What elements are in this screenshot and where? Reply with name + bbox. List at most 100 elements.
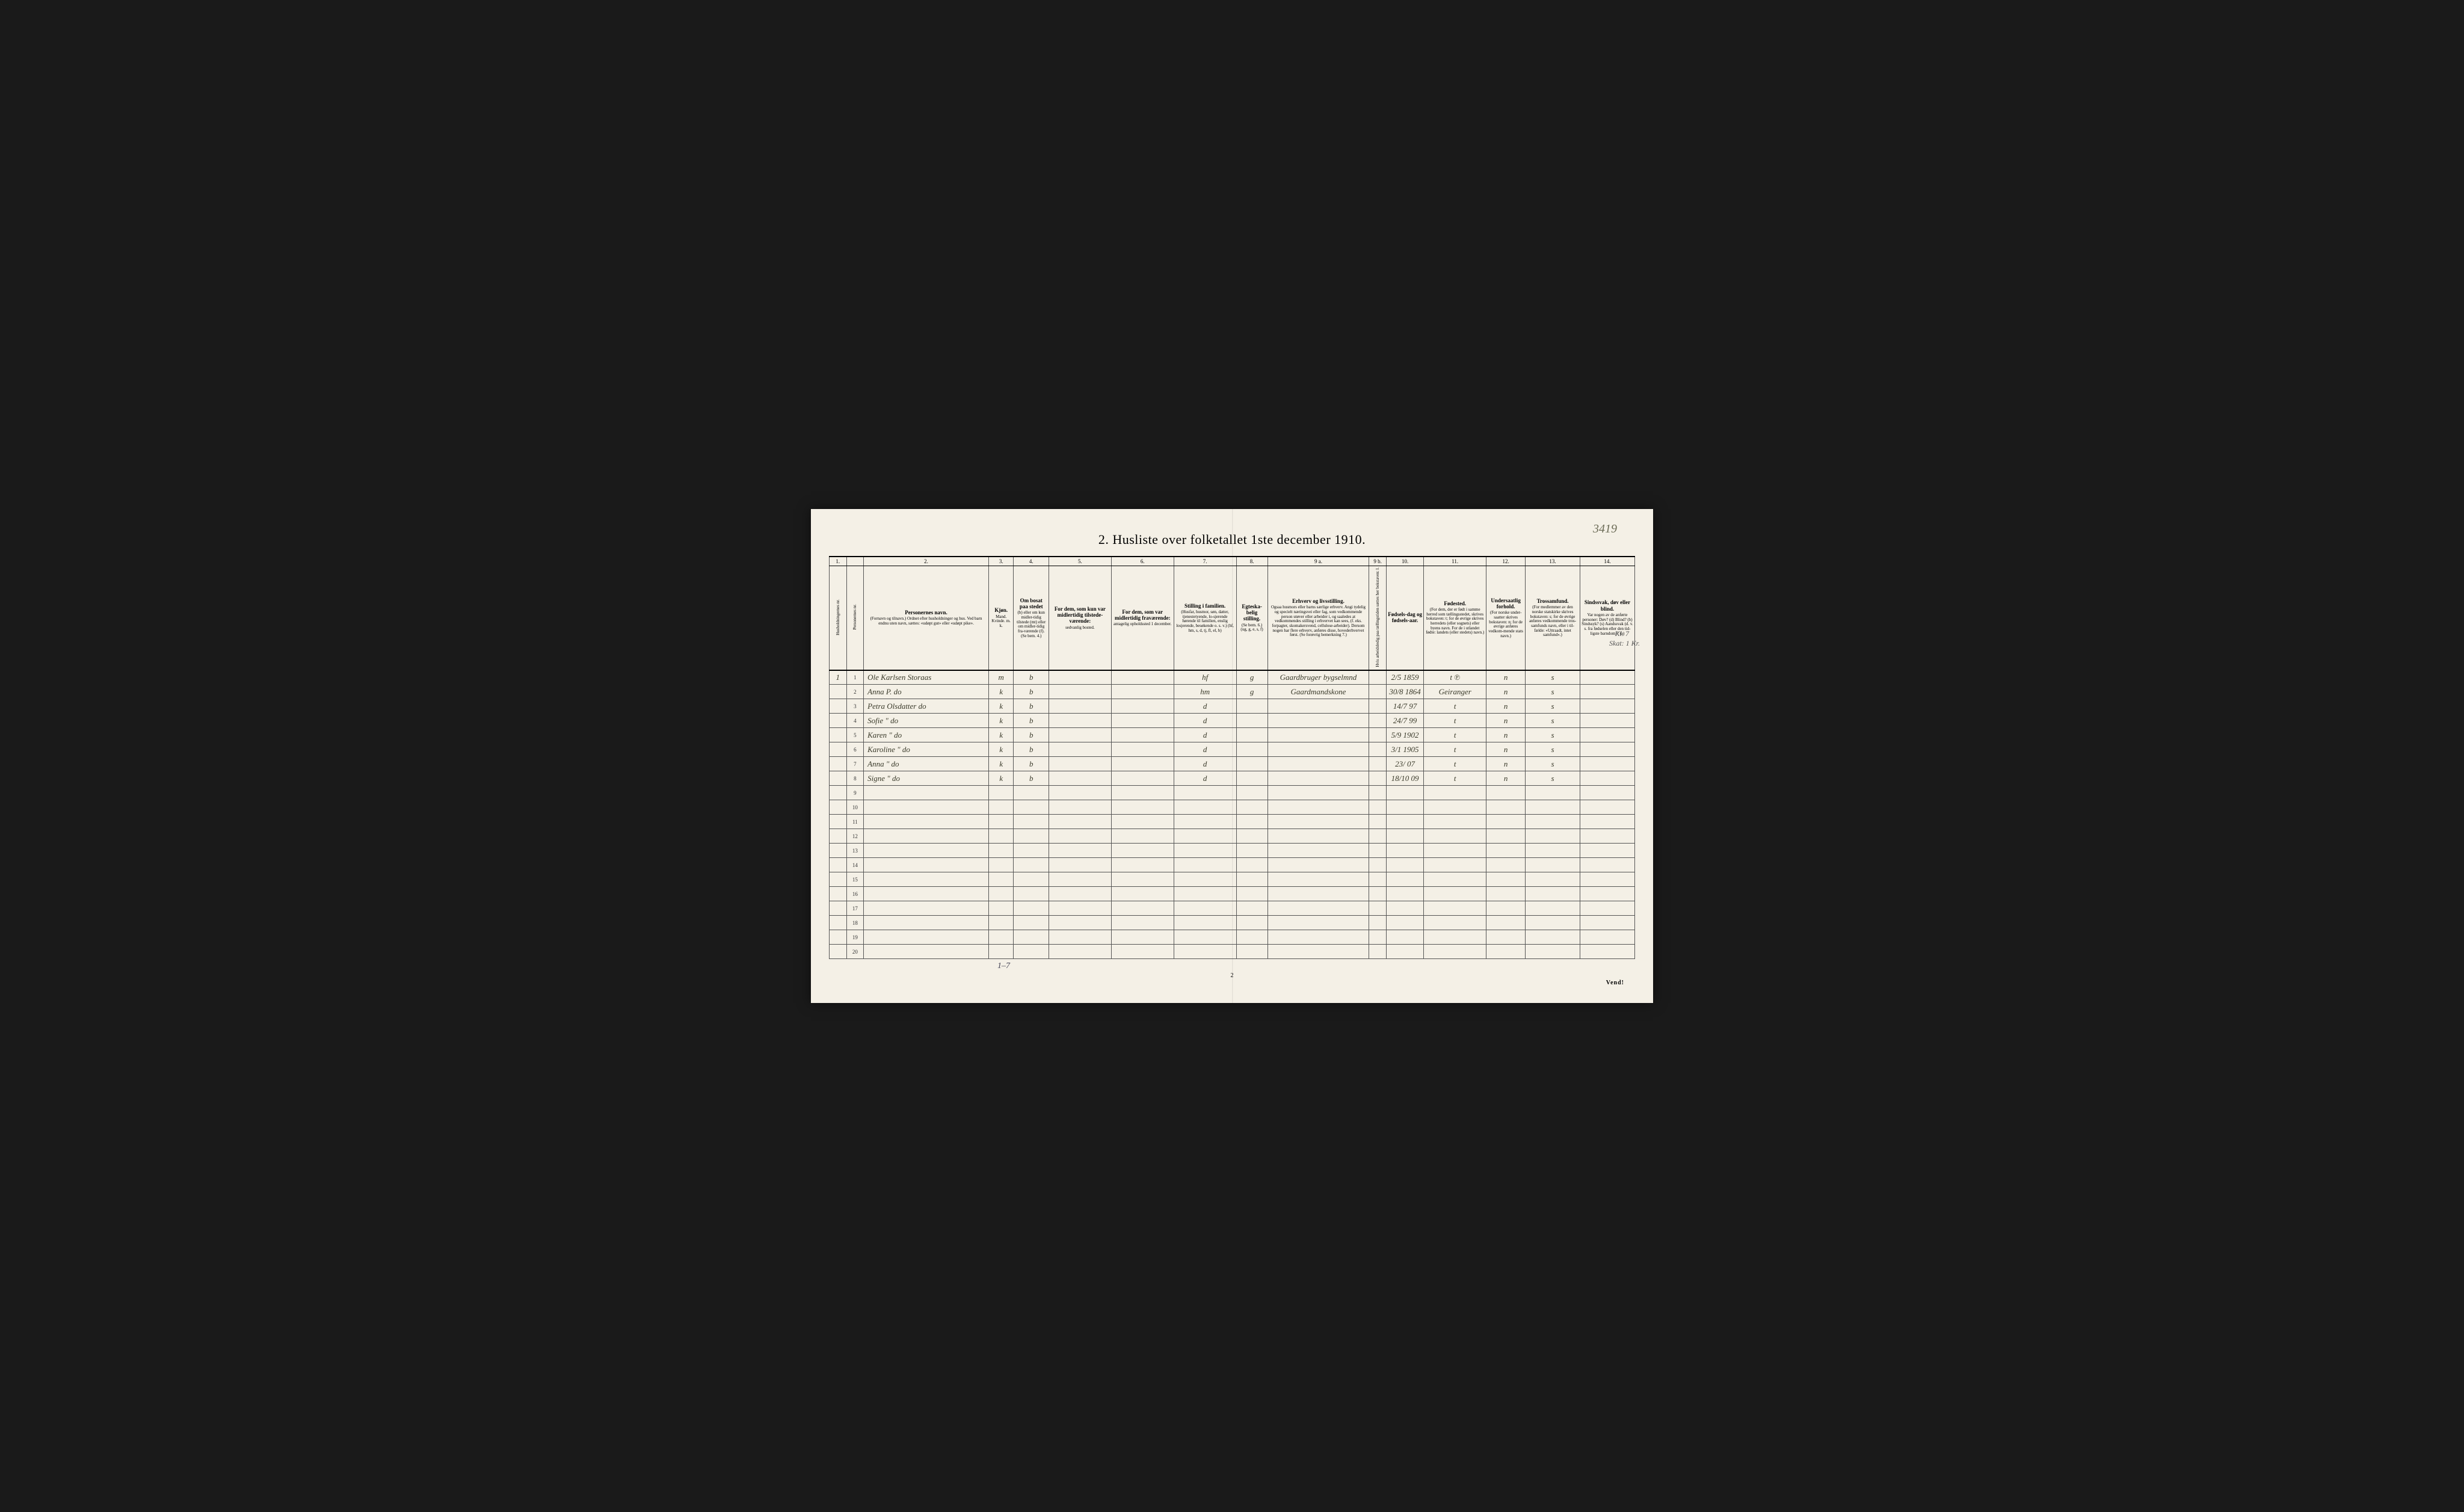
cell-nat: n	[1486, 728, 1526, 742]
cell-empty	[988, 815, 1014, 829]
cell-nat: n	[1486, 685, 1526, 699]
cell-empty	[1369, 901, 1387, 916]
cell-empty	[1526, 829, 1580, 844]
column-header: Erhverv og livsstilling.Ogsaa husmors el…	[1267, 566, 1369, 670]
cell-empty: 16	[846, 887, 864, 901]
table-row: 5Karen " dokbd5/9 1902tns	[830, 728, 1635, 742]
cell-occ: Gaardbruger bygselmnd	[1267, 670, 1369, 685]
cell-empty	[864, 887, 989, 901]
cell-res: b	[1014, 728, 1049, 742]
table-row: 11Ole Karlsen StoraasmbhfgGaardbruger by…	[830, 670, 1635, 685]
column-number: 7.	[1174, 557, 1236, 566]
cell-empty	[1526, 945, 1580, 959]
cell-empty	[1049, 815, 1111, 829]
cell-empty	[1111, 858, 1174, 872]
cell-empty	[830, 815, 847, 829]
cell-empty	[988, 930, 1014, 945]
cell-c5	[1049, 771, 1111, 786]
cell-empty	[1014, 858, 1049, 872]
cell-empty	[1424, 800, 1486, 815]
bottom-page-number: 2	[829, 972, 1635, 979]
cell-pn: 1	[846, 670, 864, 685]
cell-empty	[1386, 945, 1423, 959]
cell-empty	[1580, 815, 1634, 829]
cell-empty	[1424, 916, 1486, 930]
cell-empty	[1580, 887, 1634, 901]
cell-empty	[1111, 800, 1174, 815]
cell-dob: 14/7 97	[1386, 699, 1423, 714]
table-row: 8Signe " dokbd18/10 09tns	[830, 771, 1635, 786]
cell-nat: n	[1486, 771, 1526, 786]
column-number: 3.	[988, 557, 1014, 566]
census-table: 1.2.3.4.5.6.7.8.9 a.9 b.10.11.12.13.14. …	[829, 556, 1635, 960]
column-header: Fødested.(For dem, der er født i samme h…	[1424, 566, 1486, 670]
cell-dob: 30/8 1864	[1386, 685, 1423, 699]
cell-c5	[1049, 670, 1111, 685]
table-row-empty: 14	[830, 858, 1635, 872]
column-number: 9 b.	[1369, 557, 1387, 566]
cell-hh	[830, 714, 847, 728]
cell-empty	[1236, 872, 1267, 887]
cell-empty	[1267, 786, 1369, 800]
cell-empty	[830, 887, 847, 901]
side-annotation-1: Kl. 7	[1615, 629, 1629, 638]
cell-hh	[830, 742, 847, 757]
column-number: 6.	[1111, 557, 1174, 566]
cell-nat: n	[1486, 670, 1526, 685]
table-row: 6Karoline " dokbd3/1 1905tns	[830, 742, 1635, 757]
cell-empty	[864, 858, 989, 872]
column-number: 10.	[1386, 557, 1423, 566]
column-header: Undersaatlig forhold.(For norske under-s…	[1486, 566, 1526, 670]
cell-empty: 11	[846, 815, 864, 829]
cell-rel: s	[1526, 670, 1580, 685]
cell-empty	[864, 800, 989, 815]
cell-fam: hf	[1174, 670, 1236, 685]
cell-empty	[1111, 901, 1174, 916]
cell-empty	[1014, 930, 1049, 945]
cell-empty	[1014, 887, 1049, 901]
cell-empty: 19	[846, 930, 864, 945]
cell-mar	[1236, 757, 1267, 771]
cell-empty	[864, 901, 989, 916]
cell-mar: g	[1236, 685, 1267, 699]
cell-empty	[1174, 916, 1236, 930]
cell-empty	[1580, 901, 1634, 916]
header-label: For dem, som var midlertidig fraværende:	[1113, 609, 1172, 622]
cell-empty	[1369, 930, 1387, 945]
cell-rel: s	[1526, 742, 1580, 757]
cell-empty	[1369, 916, 1387, 930]
cell-c6	[1111, 742, 1174, 757]
header-label: Fødested.	[1425, 600, 1485, 606]
header-label: Egteska-belig stilling.	[1238, 603, 1266, 622]
cell-empty	[830, 916, 847, 930]
cell-res: b	[1014, 742, 1049, 757]
cell-rel: s	[1526, 728, 1580, 742]
cell-empty	[1386, 887, 1423, 901]
cell-empty	[1369, 872, 1387, 887]
cell-pn: 8	[846, 771, 864, 786]
cell-sex: k	[988, 714, 1014, 728]
cell-c14	[1580, 742, 1634, 757]
cell-empty	[1111, 916, 1174, 930]
cell-c5	[1049, 757, 1111, 771]
column-number: 2.	[864, 557, 989, 566]
cell-empty	[1424, 930, 1486, 945]
cell-empty	[1049, 800, 1111, 815]
cell-empty	[1424, 858, 1486, 872]
cell-hh	[830, 728, 847, 742]
cell-c14	[1580, 714, 1634, 728]
cell-empty	[1386, 916, 1423, 930]
cell-empty	[1424, 829, 1486, 844]
cell-empty	[864, 829, 989, 844]
cell-empty	[1580, 844, 1634, 858]
cell-c14	[1580, 670, 1634, 685]
column-header: For dem, som kun var midlertidig tilsted…	[1049, 566, 1111, 670]
cell-empty	[1486, 800, 1526, 815]
cell-sex: k	[988, 757, 1014, 771]
cell-empty	[988, 844, 1014, 858]
cell-empty	[1014, 800, 1049, 815]
cell-c9b	[1369, 728, 1387, 742]
header-label: Trossamfund.	[1527, 598, 1578, 604]
cell-empty	[1369, 858, 1387, 872]
cell-empty	[1526, 844, 1580, 858]
